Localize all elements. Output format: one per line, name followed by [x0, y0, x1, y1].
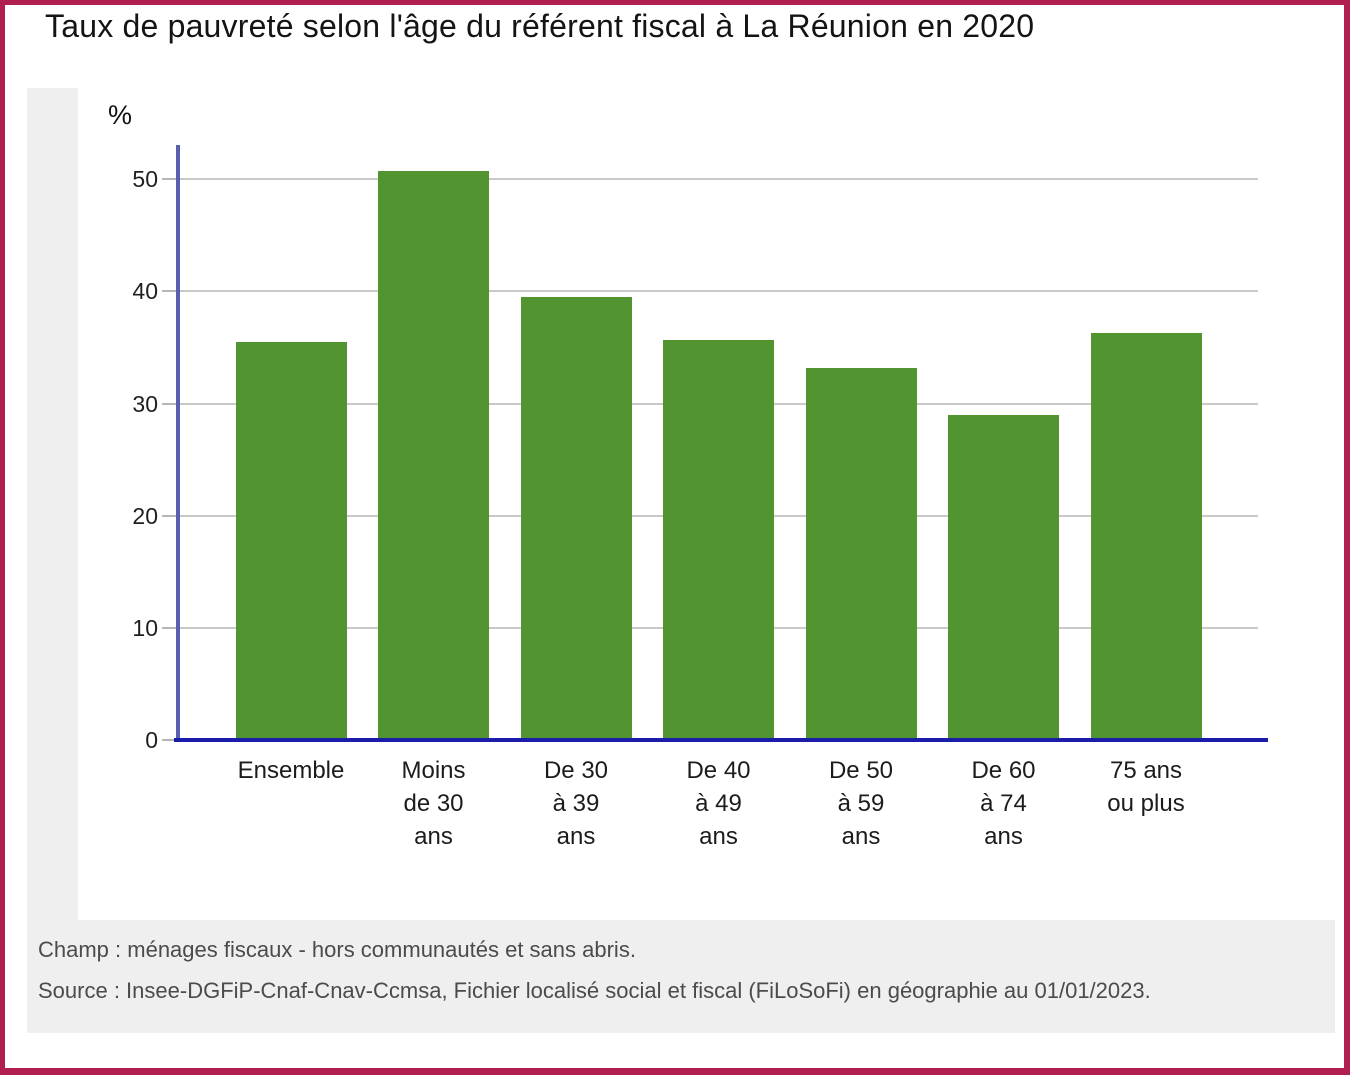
x-label-4: De 40 à 49 ans: [639, 754, 799, 853]
y-tick-20: [162, 514, 176, 517]
x-label-line: de 30: [403, 790, 464, 817]
gridline-40: [178, 290, 1258, 293]
x-label-line: Moins: [401, 757, 466, 784]
bar-6-de-60-74-ans[interactable]: [948, 415, 1059, 740]
bar-5-de-50-59-ans[interactable]: [805, 368, 917, 740]
footer-source-note: Source : Insee-DGFiP-Cnaf-Cnav-Ccmsa, Fi…: [38, 978, 1151, 1003]
x-label-line: à 59: [837, 790, 885, 817]
x-label-line: Ensemble: [237, 757, 345, 784]
bar-1-ensemble[interactable]: [235, 342, 347, 740]
x-label-3: De 30 à 39 ans: [496, 754, 656, 853]
footer-champ-note: Champ : ménages fiscaux - hors communaut…: [38, 937, 636, 962]
bar-7-75-ans-ou-plus[interactable]: [1090, 333, 1202, 740]
x-label-line: ou plus: [1107, 790, 1185, 817]
y-tick-50: [162, 178, 176, 181]
bar-2-moins-de-30-ans[interactable]: [378, 171, 489, 740]
x-label-line: De 40: [686, 757, 751, 784]
x-label-line: à 49: [695, 790, 742, 817]
chart-title: Taux de pauvreté selon l'âge du référent…: [45, 8, 1035, 44]
x-label-2: Moins de 30 ans: [354, 754, 514, 853]
y-tick-label-50: 50: [132, 166, 158, 193]
x-label-line: 75 ans: [1109, 757, 1183, 784]
y-tick-40: [162, 290, 176, 293]
y-axis-line: [176, 145, 180, 742]
x-label-line: ans: [984, 823, 1023, 850]
y-tick-label-10: 10: [132, 614, 158, 641]
plot-panel: % 0 10 20 30 40 50 Ensemble Moins de 30 ans De 30 à…: [78, 88, 1335, 920]
x-label-line: ans: [414, 823, 453, 850]
x-label-line: De 50: [828, 757, 894, 784]
x-label-line: De 30: [543, 757, 609, 784]
x-label-line: ans: [841, 823, 881, 850]
y-tick-label-0: 0: [145, 727, 158, 753]
x-label-line: à 39: [552, 790, 600, 817]
y-axis-unit-label: %: [108, 100, 133, 130]
bar-3-de-30-39-ans[interactable]: [520, 297, 632, 740]
y-tick-label-20: 20: [132, 502, 158, 529]
x-label-7: 75 ans ou plus: [1066, 754, 1226, 820]
chart-widget: % 0 10 20 30 40 50 Ensemble Moins de 30 ans De 30 à…: [27, 88, 1335, 1033]
x-label-line: De 60: [971, 757, 1036, 784]
y-tick-0: [162, 739, 176, 741]
x-label-line: ans: [556, 823, 596, 850]
gridline-50: [178, 178, 1258, 181]
x-label-1: Ensemble: [211, 754, 371, 787]
x-label-5: De 50 à 59 ans: [781, 754, 941, 853]
y-tick-30: [162, 402, 176, 405]
y-tick-label-30: 30: [132, 390, 158, 417]
bar-4-de-40-49-ans[interactable]: [663, 340, 774, 740]
y-tick-label-40: 40: [132, 278, 158, 305]
x-label-line: ans: [699, 823, 738, 850]
x-axis-line: [174, 738, 1268, 742]
x-label-6: De 60 à 74 ans: [924, 754, 1084, 853]
x-label-line: à 74: [980, 790, 1027, 817]
plot-area: % 0 10 20 30 40 50 Ensemble Moins de 30 ans De 30 à…: [78, 88, 1335, 920]
y-tick-10: [162, 626, 176, 629]
